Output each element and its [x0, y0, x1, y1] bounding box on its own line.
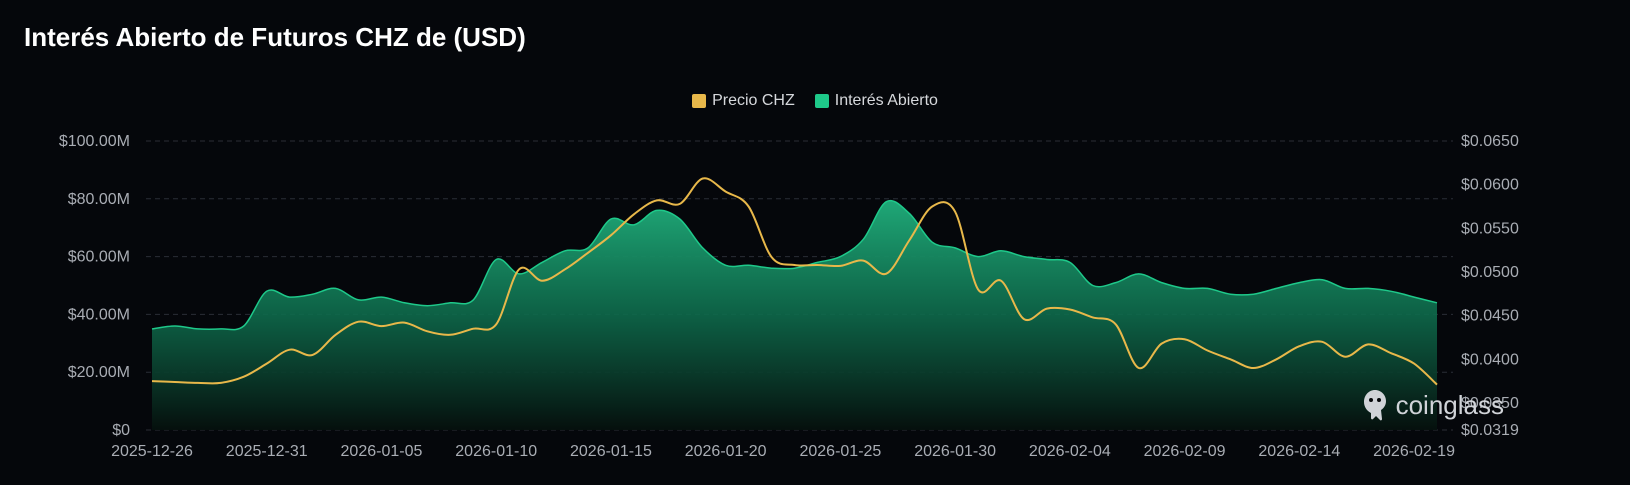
series-open-interest-area: [152, 200, 1437, 430]
legend-swatch-open-interest: [814, 94, 829, 108]
y-right-tick-label: $0.0400: [1461, 351, 1519, 368]
y-right-tick-label: $0.0550: [1461, 220, 1519, 237]
x-tick-label: 2025-12-31: [226, 443, 308, 460]
y-left-tick-label: $60.00M: [68, 249, 130, 266]
y-left-tick-label: $0: [112, 422, 130, 439]
y-right-tick-label: $0.0350: [1461, 395, 1519, 412]
coinglass-watermark: coinglass: [1360, 388, 1504, 422]
legend-swatch-price: [692, 94, 707, 108]
x-tick-label: 2026-01-05: [341, 443, 423, 460]
legend-item-open-interest[interactable]: Interés Abierto: [814, 92, 938, 110]
x-tick-label: 2026-01-15: [570, 443, 652, 460]
series-open-interest-line: [151, 199, 1438, 331]
y-right-tick-label: $0.0600: [1461, 177, 1519, 194]
x-tick-label: 2026-01-20: [685, 443, 767, 460]
legend-item-price[interactable]: Precio CHZ: [692, 92, 795, 110]
y-right-tick-label: $0.0500: [1461, 264, 1519, 281]
y-left-tick-label: $40.00M: [68, 306, 130, 323]
x-tick-label: 2026-02-19: [1373, 443, 1455, 460]
y-left-tick-label: $100.00M: [59, 133, 130, 150]
x-tick-label: 2025-12-26: [111, 443, 193, 460]
x-tick-label: 2026-02-09: [1144, 443, 1226, 460]
x-tick-label: 2026-01-30: [914, 443, 996, 460]
legend-label-price: Precio CHZ: [712, 92, 795, 109]
y-left-tick-label: $80.00M: [68, 191, 130, 208]
x-tick-label: 2026-01-25: [799, 443, 881, 460]
y-right-tick-label: $0.0650: [1461, 133, 1519, 150]
x-tick-label: 2026-02-04: [1029, 443, 1111, 460]
x-tick-label: 2026-02-14: [1258, 443, 1340, 460]
x-tick-label: 2026-01-10: [455, 443, 537, 460]
coinglass-logo-icon: [1363, 390, 1386, 421]
series-price-line: [151, 177, 1438, 386]
y-right-tick-label: $0.0450: [1461, 308, 1519, 325]
chart-legend: Precio CHZ Interés Abierto: [0, 92, 1630, 110]
legend-label-open-interest: Interés Abierto: [834, 92, 938, 109]
y-left-tick-label: $20.00M: [68, 364, 130, 381]
watermark-text: coinglass: [1395, 389, 1504, 420]
y-right-tick-label: $0.0319: [1461, 422, 1519, 439]
chart-title: Interés Abierto de Futuros CHZ de (USD): [24, 22, 526, 52]
